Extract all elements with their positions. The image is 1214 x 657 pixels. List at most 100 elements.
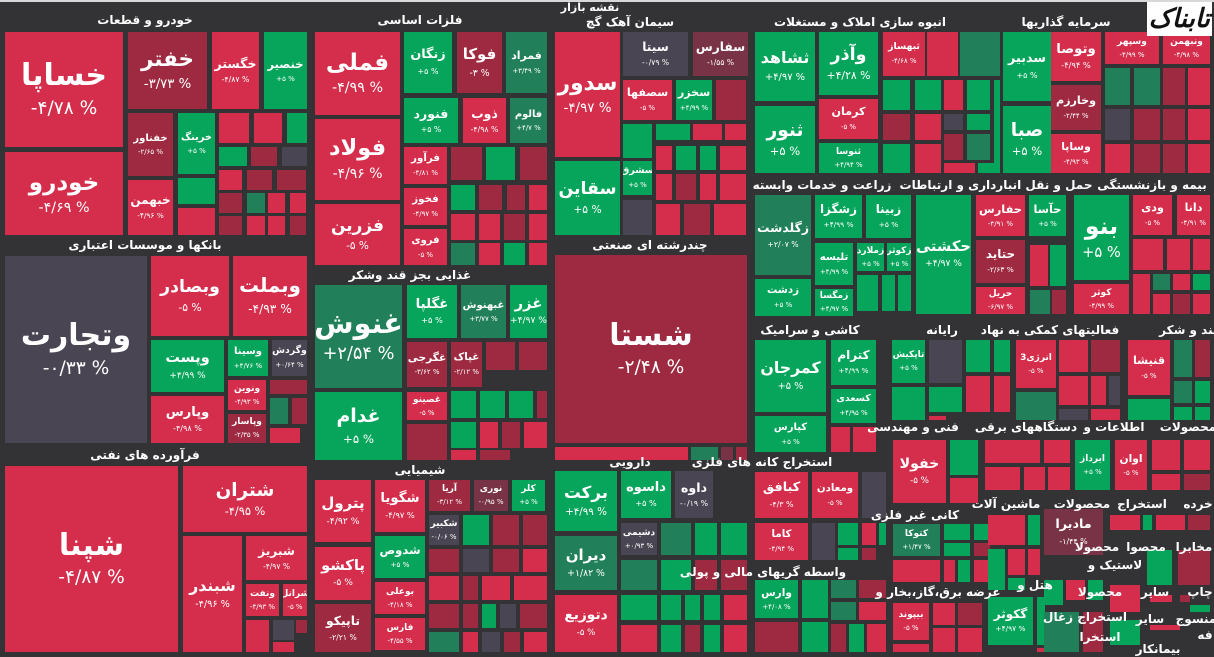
- stock-tile[interactable]: وسپهر -۴/۹۹ %: [1105, 32, 1159, 64]
- stock-tile[interactable]: [429, 576, 459, 600]
- stock-tile[interactable]: [520, 147, 547, 180]
- stock-tile[interactable]: [178, 178, 215, 204]
- stock-tile[interactable]: شبریز -۴/۹۷ %: [246, 536, 307, 580]
- stock-tile[interactable]: نوری -۰/۹۵ %: [474, 480, 508, 511]
- stock-tile[interactable]: شپنا -۴/۸۷ %: [5, 466, 178, 652]
- stock-tile[interactable]: [915, 144, 941, 173]
- stock-tile[interactable]: [857, 275, 878, 311]
- stock-tile[interactable]: [524, 422, 547, 448]
- stock-tile[interactable]: [988, 549, 1005, 590]
- stock-tile[interactable]: ونفت -۴/۹۳ %: [246, 584, 279, 616]
- stock-tile[interactable]: [451, 243, 475, 265]
- stock-tile[interactable]: [685, 595, 700, 620]
- stock-tile[interactable]: [1133, 274, 1150, 314]
- stock-tile[interactable]: حریل -۶/۹۷ %: [976, 287, 1025, 314]
- stock-tile[interactable]: شرانل -۵ %: [283, 584, 307, 616]
- stock-tile[interactable]: [493, 515, 519, 545]
- stock-tile[interactable]: خفتر -۳/۷۳ %: [128, 32, 207, 109]
- stock-tile[interactable]: [1088, 580, 1103, 600]
- stock-tile[interactable]: [1134, 109, 1160, 140]
- stock-tile[interactable]: [524, 632, 547, 652]
- stock-tile[interactable]: [831, 427, 850, 452]
- stock-tile[interactable]: [1178, 550, 1210, 585]
- stock-tile[interactable]: [1188, 144, 1210, 173]
- stock-tile[interactable]: [853, 427, 876, 452]
- stock-tile[interactable]: [656, 204, 680, 235]
- stock-tile[interactable]: [994, 340, 1010, 372]
- stock-tile[interactable]: فولاد -۴/۹۶ %: [315, 119, 400, 200]
- stock-tile[interactable]: [1188, 68, 1210, 105]
- stock-tile[interactable]: ثشاهد +۴/۹۷ %: [755, 32, 815, 101]
- stock-tile[interactable]: [482, 632, 500, 652]
- stock-tile[interactable]: [1150, 625, 1180, 630]
- stock-tile[interactable]: [704, 595, 720, 620]
- stock-tile[interactable]: [509, 391, 533, 418]
- stock-tile[interactable]: [700, 174, 716, 200]
- stock-tile[interactable]: [684, 204, 710, 235]
- stock-tile[interactable]: وپارس -۴/۹۸ %: [151, 396, 224, 443]
- stock-tile[interactable]: [1193, 239, 1210, 270]
- stock-tile[interactable]: ثنور +۵ %: [755, 106, 815, 173]
- stock-tile[interactable]: [862, 523, 876, 545]
- stock-tile[interactable]: داوه -۰/۱۹ %: [675, 471, 713, 518]
- stock-tile[interactable]: [479, 243, 500, 265]
- stock-tile[interactable]: [407, 424, 447, 460]
- stock-tile[interactable]: [693, 124, 722, 140]
- stock-tile[interactable]: فزرین -۵ %: [315, 204, 400, 265]
- stock-tile[interactable]: [479, 214, 500, 240]
- stock-tile[interactable]: [621, 595, 657, 620]
- stock-tile[interactable]: [944, 524, 970, 540]
- stock-tile[interactable]: [755, 622, 798, 652]
- stock-tile[interactable]: [812, 523, 835, 560]
- stock-tile[interactable]: [1195, 381, 1210, 403]
- stock-tile[interactable]: [514, 576, 547, 600]
- stock-tile[interactable]: [451, 450, 476, 460]
- stock-tile[interactable]: [661, 523, 691, 555]
- stock-tile[interactable]: [1173, 274, 1190, 290]
- stock-tile[interactable]: قنیشا -۵ %: [1128, 340, 1170, 395]
- stock-tile[interactable]: [1174, 407, 1192, 420]
- stock-tile[interactable]: [985, 467, 1020, 490]
- stock-tile[interactable]: [988, 515, 1025, 545]
- stock-tile[interactable]: [831, 580, 856, 598]
- stock-tile[interactable]: [268, 193, 285, 213]
- stock-tile[interactable]: [944, 80, 963, 110]
- stock-tile[interactable]: [656, 174, 672, 200]
- stock-tile[interactable]: [273, 642, 294, 652]
- stock-tile[interactable]: [1037, 648, 1045, 652]
- stock-tile[interactable]: [1153, 274, 1170, 290]
- stock-tile[interactable]: [1184, 440, 1210, 470]
- stock-tile[interactable]: [1134, 68, 1160, 105]
- stock-tile[interactable]: [927, 32, 958, 76]
- stock-tile[interactable]: وپاسار -۲/۳۵ %: [228, 414, 266, 443]
- stock-tile[interactable]: وبملت -۴/۹۳ %: [233, 256, 307, 336]
- stock-tile[interactable]: [1128, 399, 1170, 420]
- stock-tile[interactable]: [287, 113, 307, 143]
- stock-tile[interactable]: کسعدی +۴/۹۵ %: [831, 389, 876, 423]
- stock-tile[interactable]: [247, 170, 272, 190]
- stock-tile[interactable]: [1147, 550, 1172, 585]
- stock-tile[interactable]: [704, 625, 720, 652]
- stock-tile[interactable]: حآسا +۵ %: [1029, 195, 1066, 236]
- stock-tile[interactable]: سدبیر +۵ %: [1003, 32, 1051, 101]
- stock-tile[interactable]: [451, 147, 482, 180]
- stock-tile[interactable]: اوان -۵ %: [1115, 440, 1147, 490]
- stock-tile[interactable]: حفارس -۴/۹۱ %: [976, 195, 1025, 236]
- stock-tile[interactable]: [486, 147, 515, 180]
- stock-tile[interactable]: [929, 416, 946, 420]
- stock-tile[interactable]: [268, 216, 285, 235]
- stock-tile[interactable]: [898, 275, 911, 311]
- stock-tile[interactable]: [178, 208, 215, 235]
- stock-tile[interactable]: [482, 576, 510, 600]
- stock-tile[interactable]: ونبهمن -۴/۹۸ %: [1163, 32, 1210, 64]
- stock-tile[interactable]: [429, 549, 459, 572]
- stock-tile[interactable]: [1173, 294, 1190, 314]
- stock-tile[interactable]: [985, 440, 1040, 463]
- stock-tile[interactable]: [1180, 595, 1190, 602]
- stock-tile[interactable]: زشگزا +۴/۹۹ %: [815, 195, 862, 238]
- stock-tile[interactable]: [1028, 515, 1040, 545]
- stock-tile[interactable]: [1109, 376, 1120, 405]
- stock-tile[interactable]: [482, 604, 496, 628]
- stock-tile[interactable]: شدوص +۵ %: [375, 536, 425, 578]
- stock-tile[interactable]: کرمان -۵ %: [819, 99, 878, 139]
